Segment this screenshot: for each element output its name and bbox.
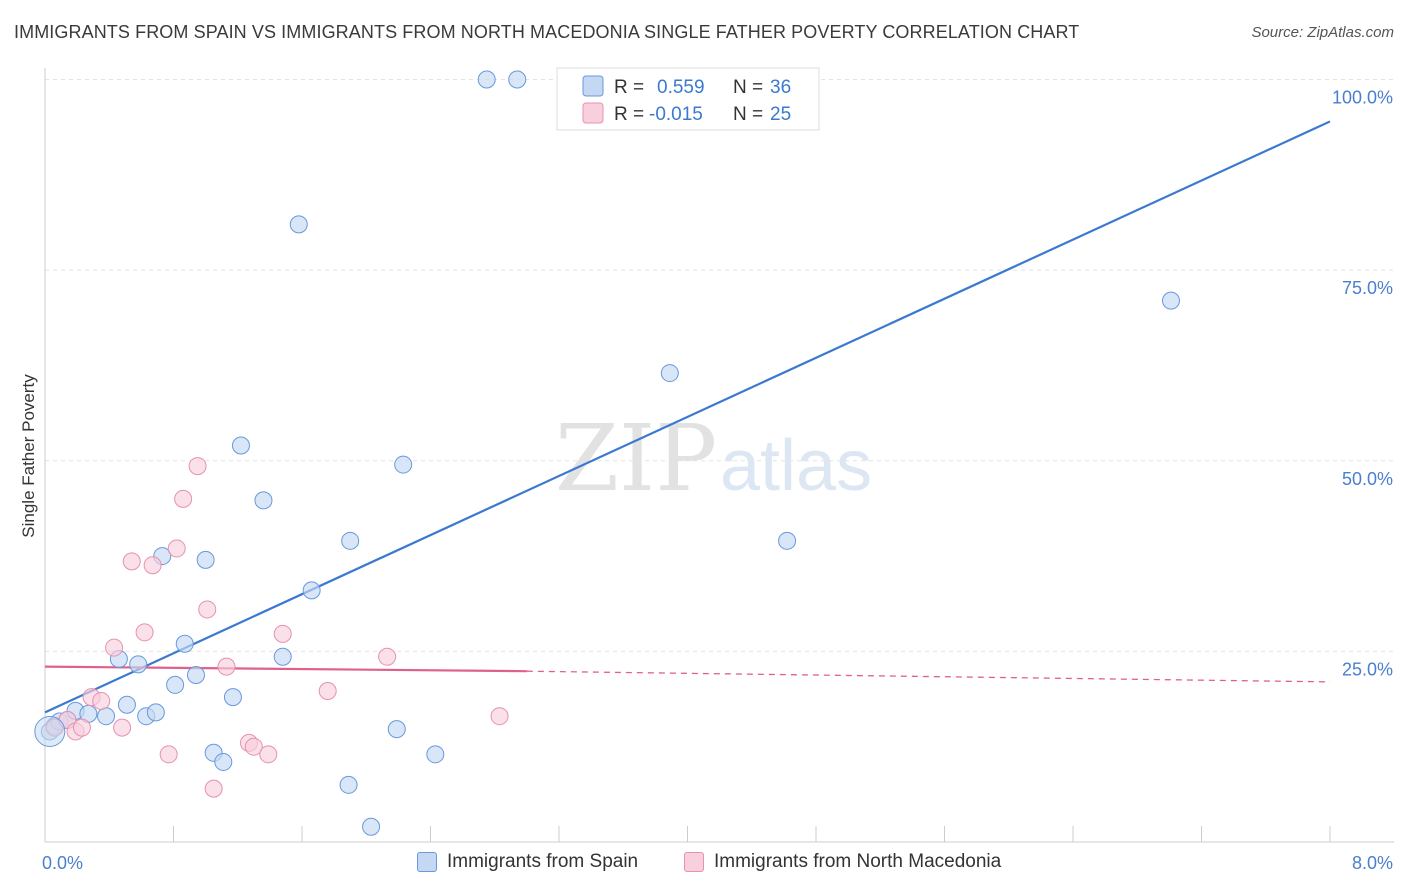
y-tick-label-1: 50.0% — [1342, 469, 1393, 489]
legend-bottom-label-spain: Immigrants from Spain — [447, 851, 639, 872]
legend-top: R = 0.559 N = 36 R = -0.015 N = 25 — [556, 67, 820, 131]
data-point-1-16 — [204, 779, 223, 798]
grid-lines — [45, 79, 1394, 652]
watermark: ZIP atlas — [555, 405, 872, 512]
data-point-1-23 — [378, 647, 397, 666]
legend-n-label-macedonia: N = — [733, 104, 763, 125]
legend-n-value-macedonia: 25 — [770, 104, 791, 125]
legend-swatch-spain — [582, 75, 604, 97]
data-point-0-32 — [508, 70, 527, 89]
data-point-0-9 — [129, 655, 148, 674]
legend-r-value-spain: 0.559 — [657, 77, 705, 98]
data-point-0-11 — [146, 703, 165, 722]
y-tick-label-2: 75.0% — [1342, 278, 1393, 298]
legend-bottom-label-macedonia: Immigrants from North Macedonia — [714, 851, 1002, 872]
legend-item-macedonia: Immigrants from North Macedonia — [684, 851, 1001, 873]
data-point-1-12 — [167, 539, 186, 558]
data-point-1-6 — [105, 638, 124, 657]
legend-bottom: Immigrants from Spain Immigrants from No… — [0, 851, 1406, 877]
data-point-0-25 — [339, 775, 358, 794]
data-point-0-22 — [273, 647, 292, 666]
data-point-0-14 — [175, 634, 194, 653]
legend-r-value-macedonia: -0.015 — [649, 104, 703, 125]
data-point-1-21 — [273, 624, 292, 643]
data-point-0-21 — [254, 491, 273, 510]
legend-n-value-spain: 36 — [770, 77, 791, 98]
data-point-0-30 — [426, 745, 445, 764]
data-point-0-18 — [214, 752, 233, 771]
y-tick-label-0: 25.0% — [1342, 659, 1393, 679]
watermark-atlas: atlas — [720, 426, 872, 506]
data-point-1-19 — [244, 737, 263, 756]
legend-r-label-macedonia: R = — [614, 104, 644, 125]
data-point-0-20 — [231, 436, 250, 455]
trend-line-1 — [44, 665, 527, 673]
data-point-0-29 — [394, 455, 413, 474]
data-point-cluster — [34, 715, 66, 747]
x-ticks — [173, 826, 1331, 842]
data-point-0-35 — [1161, 291, 1180, 310]
trend-line-extension-1 — [526, 670, 1331, 683]
data-point-0-13 — [166, 675, 185, 694]
data-point-1-7 — [113, 718, 132, 737]
data-point-0-23 — [289, 215, 308, 234]
data-point-0-34 — [778, 531, 797, 550]
trend-line-0 — [44, 120, 1331, 714]
y-tick-labels: 25.0% 50.0% 75.0% 100.0% — [1332, 88, 1393, 680]
watermark-zip: ZIP — [555, 405, 717, 512]
x-tick-label-min: 0.0% — [42, 853, 83, 873]
data-point-0-33 — [660, 364, 679, 383]
chart-title: IMMIGRANTS FROM SPAIN VS IMMIGRANTS FROM… — [14, 22, 1080, 42]
data-point-0-26 — [341, 531, 360, 550]
data-point-0-15 — [186, 666, 205, 685]
data-point-0-8 — [117, 695, 136, 714]
legend-swatch-macedonia — [582, 102, 604, 124]
y-tick-label-3: 100.0% — [1332, 88, 1393, 108]
data-point-1-15 — [198, 600, 217, 619]
legend-item-spain: Immigrants from Spain — [417, 851, 638, 873]
data-point-1-10 — [143, 556, 162, 575]
source-label: Source: ZipAtlas.com — [1251, 24, 1394, 41]
data-point-1-13 — [174, 489, 193, 508]
data-point-1-11 — [159, 745, 178, 764]
data-point-0-31 — [477, 70, 496, 89]
data-point-1-14 — [188, 457, 207, 476]
data-point-1-8 — [122, 552, 141, 571]
trend-lines — [44, 120, 1331, 714]
data-point-1-17 — [217, 657, 236, 676]
data-point-1-24 — [490, 707, 509, 726]
data-point-1-22 — [318, 682, 337, 701]
data-point-0-19 — [223, 688, 242, 707]
legend-n-label-spain: N = — [733, 77, 763, 98]
y-axis-label: Single Father Poverty — [19, 374, 38, 538]
data-point-0-24 — [302, 581, 321, 600]
legend-r-label-spain: R = — [614, 77, 644, 98]
data-points — [34, 70, 1180, 836]
data-point-1-5 — [92, 691, 111, 710]
data-point-1-9 — [135, 623, 154, 642]
data-point-0-27 — [362, 817, 381, 836]
data-point-0-6 — [97, 707, 116, 726]
data-point-1-3 — [72, 718, 91, 737]
data-point-1-20 — [259, 745, 278, 764]
legend-bottom-swatch-macedonia — [684, 852, 704, 872]
legend-bottom-swatch-spain — [417, 852, 437, 872]
data-point-0-16 — [196, 550, 215, 569]
x-tick-label-max: 8.0% — [1352, 853, 1393, 873]
axes — [44, 68, 1394, 843]
data-point-0-28 — [387, 720, 406, 739]
